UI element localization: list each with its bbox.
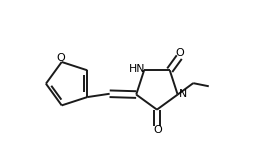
Text: O: O bbox=[175, 48, 184, 58]
Text: N: N bbox=[179, 89, 187, 99]
Text: HN: HN bbox=[129, 64, 146, 74]
Text: O: O bbox=[153, 125, 162, 135]
Text: O: O bbox=[56, 53, 65, 63]
